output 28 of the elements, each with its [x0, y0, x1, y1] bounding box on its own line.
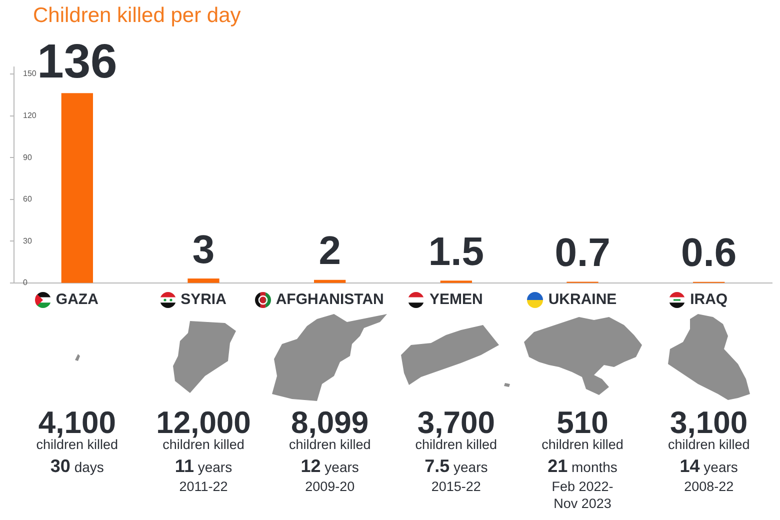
- text: 12,000 children killed 11 years 2011-22: [156, 405, 251, 494]
- data-label: 2: [318, 229, 341, 274]
- y-tick-label: 0: [23, 278, 28, 288]
- bar: [314, 280, 346, 283]
- y-tick-label: 60: [23, 194, 32, 204]
- x-tick-label: GAZA: [56, 291, 99, 308]
- y-tick-label: 150: [23, 69, 37, 78]
- y-tick-label: 30: [23, 236, 32, 246]
- data-label: 136: [37, 35, 118, 88]
- bar: [188, 278, 220, 283]
- data-label: 0.6: [681, 231, 737, 276]
- bar: [61, 93, 93, 283]
- text: 8,099 children killed 12 years 2009-20: [288, 405, 371, 494]
- data-label: 1.5: [428, 230, 484, 274]
- text: 3,700 children killed 7.5 years 2015-22: [415, 405, 498, 494]
- data-label: 0.7: [554, 231, 610, 276]
- data-label: 3: [192, 228, 215, 272]
- chart-title: Children killed per day: [33, 4, 242, 27]
- text: 510 children killed 21 months Feb 2022- Nov 2023: [542, 405, 624, 511]
- y-tick-label: 120: [23, 110, 37, 120]
- text: 4,100 children killed 30 days: [36, 405, 118, 476]
- x-tick-label: AFGHANISTAN: [276, 291, 384, 308]
- y-tick-label: 90: [23, 152, 32, 162]
- x-tick-label: SYRIA: [180, 291, 227, 308]
- text: 3,100 children killed 14 years 2008-22: [668, 405, 750, 494]
- x-tick-label: IRAQ: [690, 291, 728, 308]
- x-tick-label: UKRAINE: [548, 291, 617, 308]
- x-tick-label: YEMEN: [429, 291, 483, 308]
